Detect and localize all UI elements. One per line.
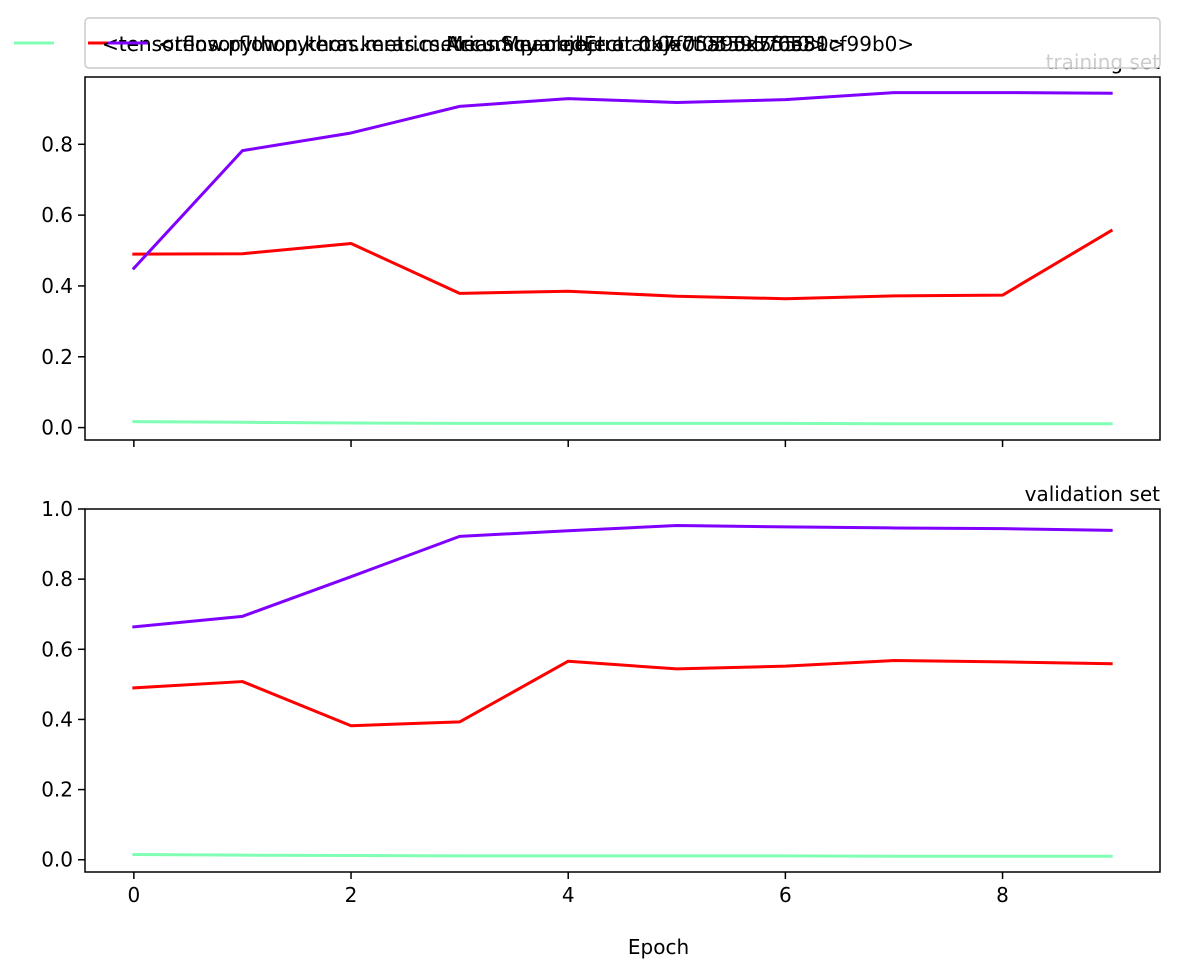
series-line-2 (132, 523, 1113, 629)
legend-label-1: <tensorflow.python.keras.metrics.Accurac… (102, 32, 827, 56)
panel-1: 0.0 0.2 0.4 0.6 0.8 1.0 0 2 4 6 8 validation set Epo… (41, 482, 1161, 959)
legend-label-0: <tensorflow.python.keras.metrics.MeanSqu… (102, 32, 914, 56)
axes-frame (84, 508, 1161, 873)
legend-box (84, 17, 1161, 69)
y-tick-label: 1.0 (41, 497, 73, 521)
axes-frame (84, 76, 1161, 441)
y-tick-label: 0.4 (41, 707, 73, 731)
y-tick-label: 0.2 (41, 778, 73, 802)
x-tick-label: 2 (345, 883, 358, 907)
y-tick-label: 0.6 (41, 637, 73, 661)
y-tick-label: 0.2 (41, 345, 73, 369)
y-tick-label: 0.8 (41, 567, 73, 591)
series-line-1 (132, 228, 1114, 301)
y-tick-label: 0.0 (41, 416, 73, 440)
y-tick-label: 0.8 (41, 132, 73, 156)
legend: <tensorflow.python.keras.metrics.MeanSqu… (14, 17, 1161, 69)
series-line-2 (131, 91, 1113, 271)
series-line-1 (132, 659, 1113, 728)
x-tick-label: 8 (996, 883, 1009, 907)
legend-label-2: <tensorflow.python.keras.metrics.Mean ob… (158, 32, 845, 56)
panel-title: validation set (1025, 482, 1161, 506)
y-tick-label: 0.6 (41, 203, 73, 227)
x-axis-label: Epoch (628, 935, 689, 959)
x-tick-label: 4 (562, 883, 575, 907)
y-tick-label: 0.0 (41, 848, 73, 872)
series-line-0 (132, 852, 1113, 858)
x-tick-label: 6 (779, 883, 792, 907)
x-tick-label: 0 (127, 883, 140, 907)
series-line-0 (132, 420, 1113, 426)
y-tick-label: 0.4 (41, 274, 73, 298)
